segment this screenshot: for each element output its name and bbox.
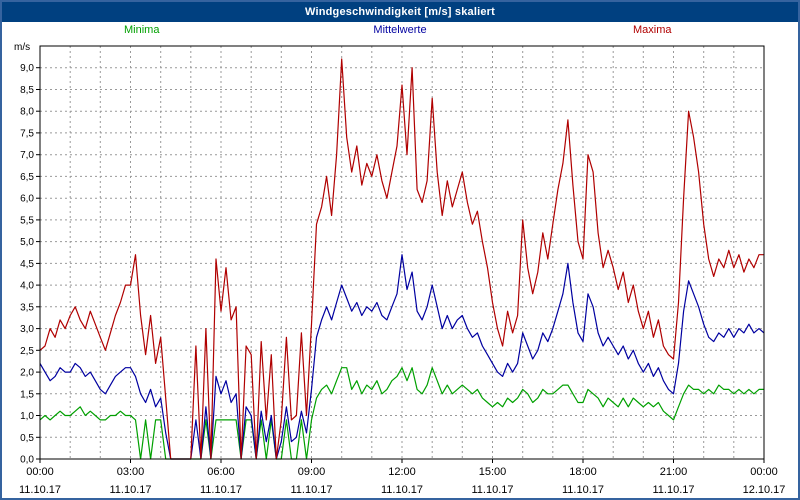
svg-text:11.10.17: 11.10.17: [290, 484, 332, 496]
chart-title: Windgeschwindigkeit [m/s] skaliert: [304, 6, 496, 18]
svg-text:15:00: 15:00: [479, 466, 507, 478]
svg-text:18:00: 18:00: [569, 466, 597, 478]
svg-text:8,0: 8,0: [20, 107, 34, 118]
svg-text:5,5: 5,5: [20, 215, 34, 226]
legend-item-mittelwerte: Mittelwerte: [373, 24, 427, 36]
svg-text:06:00: 06:00: [207, 466, 235, 478]
svg-text:11.10.17: 11.10.17: [200, 484, 242, 496]
svg-text:3,5: 3,5: [20, 302, 34, 313]
wind-speed-chart: 0,0 0,5 1,0 1,5 2,0 2,5 3,0 3,5 4,0 4,5 5,0 5,5 6,0 6…: [14, 42, 785, 496]
svg-text:0,5: 0,5: [20, 433, 34, 444]
x-axis-labels: 00:00 11.10.17 03:00 11.10.17 06:00 11.10.17 0…: [19, 459, 785, 496]
svg-text:2,5: 2,5: [20, 346, 34, 357]
svg-text:4,0: 4,0: [20, 281, 34, 292]
gridlines: [40, 46, 764, 459]
legend: Minima Mittelwerte Maxima: [2, 24, 798, 40]
svg-text:00:00: 00:00: [26, 466, 54, 478]
svg-text:7,5: 7,5: [20, 128, 34, 139]
svg-text:00:00: 00:00: [750, 466, 778, 478]
svg-text:11.10.17: 11.10.17: [19, 484, 61, 496]
svg-text:3,0: 3,0: [20, 324, 34, 335]
legend-item-maxima: Maxima: [633, 24, 672, 36]
svg-text:11.10.17: 11.10.17: [562, 484, 604, 496]
svg-text:6,0: 6,0: [20, 194, 34, 205]
series-line-minima: [39, 367, 764, 460]
y-axis-unit-label: m/s: [14, 42, 30, 53]
svg-text:03:00: 03:00: [117, 466, 145, 478]
svg-text:6,5: 6,5: [20, 172, 34, 183]
svg-text:0,0: 0,0: [20, 455, 34, 466]
svg-text:12.10.17: 12.10.17: [743, 484, 786, 496]
svg-text:2,0: 2,0: [20, 368, 34, 379]
svg-text:5,0: 5,0: [20, 237, 34, 248]
y-axis-labels: 0,0 0,5 1,0 1,5 2,0 2,5 3,0 3,5 4,0 4,5 5,0 5,5 6,0 6…: [20, 63, 40, 466]
svg-text:12:00: 12:00: [388, 466, 416, 478]
series-line-mittelwerte: [39, 254, 765, 460]
svg-text:11.10.17: 11.10.17: [381, 484, 423, 496]
svg-text:1,5: 1,5: [20, 389, 34, 400]
svg-text:1,0: 1,0: [20, 411, 34, 422]
legend-item-minima: Minima: [124, 24, 160, 36]
svg-text:09:00: 09:00: [298, 466, 326, 478]
svg-text:4,5: 4,5: [20, 259, 34, 270]
svg-text:11.10.17: 11.10.17: [109, 484, 151, 496]
svg-text:8,5: 8,5: [20, 85, 34, 96]
svg-text:9,0: 9,0: [20, 63, 34, 74]
svg-text:11.10.17: 11.10.17: [471, 484, 513, 496]
svg-text:7,0: 7,0: [20, 150, 34, 161]
svg-text:11.10.17: 11.10.17: [652, 484, 694, 496]
title-bar: Windgeschwindigkeit [m/s] skaliert: [2, 2, 798, 22]
svg-text:21:00: 21:00: [660, 466, 688, 478]
series-line-maxima: [39, 58, 764, 460]
